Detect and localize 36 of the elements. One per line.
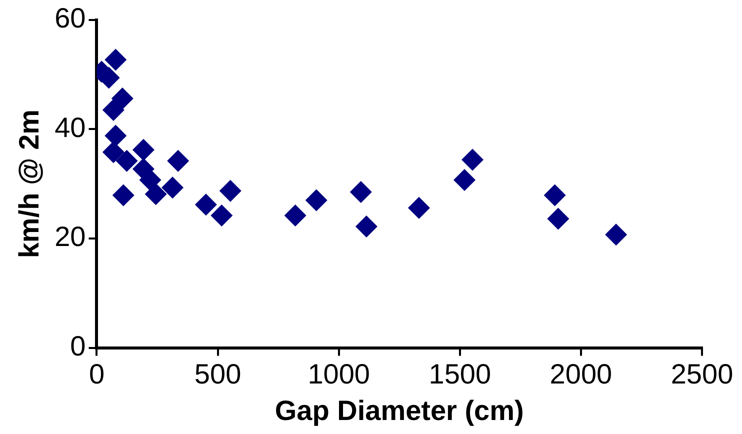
point: [112, 184, 134, 206]
point: [104, 124, 127, 147]
x-tick-label: 1500: [428, 358, 492, 390]
y-tick-label: 20: [54, 221, 86, 252]
point: [408, 196, 430, 219]
point: [167, 150, 190, 172]
point: [605, 224, 628, 246]
x-tick-label: 1000: [308, 358, 370, 390]
point: [355, 215, 378, 238]
x-tick-label: 500: [194, 358, 242, 390]
point: [454, 168, 476, 191]
point: [284, 204, 306, 227]
point: [162, 176, 184, 199]
y-tick-label: 0: [70, 330, 86, 362]
y-tick-label: 60: [54, 2, 86, 34]
point: [210, 204, 233, 227]
x-axis-title: Gap Diameter (cm): [274, 394, 524, 426]
y-tick-label: 40: [54, 112, 86, 143]
x-tick-label: 2000: [550, 358, 612, 390]
point: [194, 194, 217, 216]
point: [132, 138, 154, 161]
point: [544, 184, 566, 206]
point: [305, 189, 328, 212]
x-tick-label: 0: [88, 358, 105, 390]
y-axis-title: km/h @ 2m: [14, 109, 45, 258]
x-tick-label: 2500: [670, 358, 734, 390]
point: [102, 141, 124, 164]
point: [547, 208, 570, 230]
point: [350, 181, 372, 203]
point: [219, 180, 242, 202]
point: [102, 99, 124, 121]
point: [104, 48, 127, 71]
point: [144, 183, 167, 206]
point: [111, 88, 134, 110]
point: [461, 148, 484, 171]
point: [116, 150, 138, 172]
